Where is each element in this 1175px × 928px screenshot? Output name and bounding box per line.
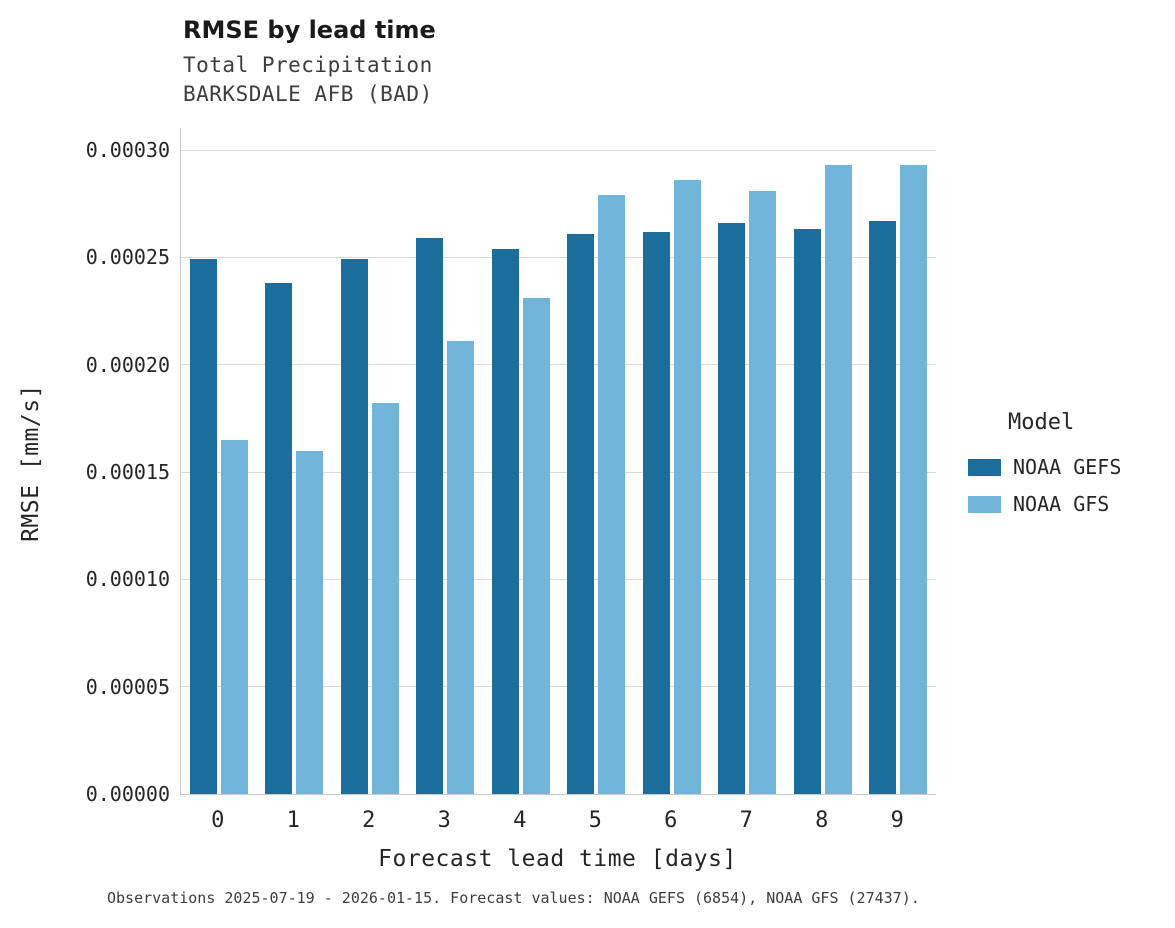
bar-noaa-gfs-day-3: [447, 341, 475, 794]
bar-group-day-6: [634, 128, 710, 794]
bar-noaa-gefs-day-8: [793, 229, 821, 794]
bar-noaa-gefs-day-4: [491, 249, 519, 794]
x-tick-label: 1: [286, 808, 300, 833]
gridline: [181, 256, 936, 258]
x-tick-label: 7: [739, 808, 753, 833]
bar-noaa-gfs-day-6: [673, 180, 701, 794]
x-tick-label: 0: [211, 808, 225, 833]
bar-noaa-gfs-day-4: [522, 298, 550, 794]
bar-noaa-gefs-day-3: [416, 238, 444, 794]
chart-subtitle-variable: Total Precipitation: [183, 53, 433, 77]
y-tick-label: 0.00030: [85, 138, 170, 162]
chart-caption: Observations 2025-07-19 - 2026-01-15. Fo…: [107, 889, 920, 907]
bar-noaa-gfs-day-5: [598, 195, 626, 794]
x-tick-label: 8: [815, 808, 829, 833]
chart-subtitle-station: BARKSDALE AFB (BAD): [183, 82, 433, 106]
legend-label: NOAA GFS: [1013, 492, 1110, 516]
y-tick-label: 0.00010: [85, 567, 170, 592]
y-tick-label: 0.00015: [85, 460, 170, 484]
x-tick-label: 2: [362, 808, 376, 833]
legend-swatch-icon: [968, 458, 1001, 476]
bar-noaa-gefs-day-0: [189, 259, 217, 794]
bar-noaa-gefs-day-9: [869, 221, 897, 794]
bar-group-day-0: [181, 128, 257, 794]
y-tick-label: 0.00000: [85, 782, 170, 806]
bar-noaa-gefs-day-2: [340, 259, 368, 794]
x-tick-label: 3: [437, 808, 451, 833]
y-tick-label: 0.00025: [85, 245, 170, 270]
bar-group-day-2: [332, 128, 408, 794]
legend-entry-noaa-gfs: NOAA GFS: [968, 492, 1168, 516]
y-tick-label: 0.00020: [85, 352, 170, 377]
plot-area: [180, 128, 936, 795]
chart-title: RMSE by lead time: [183, 16, 436, 44]
bar-group-day-5: [559, 128, 635, 794]
bar-noaa-gfs-day-8: [824, 165, 852, 794]
gridline: [181, 471, 936, 473]
legend-swatch-icon: [968, 495, 1001, 513]
bar-noaa-gefs-day-1: [265, 283, 293, 794]
legend-entry-noaa-gefs: NOAA GEFS: [968, 455, 1168, 479]
bar-noaa-gefs-day-5: [567, 234, 595, 794]
bar-group-day-1: [257, 128, 333, 794]
gridline: [181, 578, 936, 580]
legend-entries: NOAA GEFS NOAA GFS: [968, 455, 1168, 516]
legend-label: NOAA GEFS: [1013, 455, 1122, 479]
bar-group-day-9: [861, 128, 937, 794]
x-tick-label: 9: [890, 808, 904, 833]
bar-group-day-8: [785, 128, 861, 794]
bar-noaa-gfs-day-2: [371, 403, 399, 794]
legend: Model NOAA GEFS NOAA GFS: [968, 410, 1168, 529]
bar-group-day-7: [710, 128, 786, 794]
legend-title: Model: [1008, 410, 1075, 435]
x-tick-label: 6: [664, 808, 678, 833]
gridline: [181, 149, 936, 151]
y-tick-label: 0.00005: [85, 674, 170, 699]
x-axis-title: Forecast lead time [days]: [378, 846, 737, 872]
bar-group-day-3: [408, 128, 484, 794]
bar-noaa-gfs-day-7: [749, 191, 777, 794]
x-tick-label: 4: [513, 808, 527, 833]
bar-group-day-4: [483, 128, 559, 794]
gridline: [181, 686, 936, 688]
bar-noaa-gfs-day-0: [220, 440, 248, 794]
bar-noaa-gefs-day-6: [642, 232, 670, 794]
bar-noaa-gfs-day-9: [900, 165, 928, 794]
x-tick-label: 5: [588, 808, 602, 833]
bar-noaa-gefs-day-7: [718, 223, 746, 794]
bar-noaa-gfs-day-1: [296, 451, 324, 794]
gridline: [181, 364, 936, 366]
